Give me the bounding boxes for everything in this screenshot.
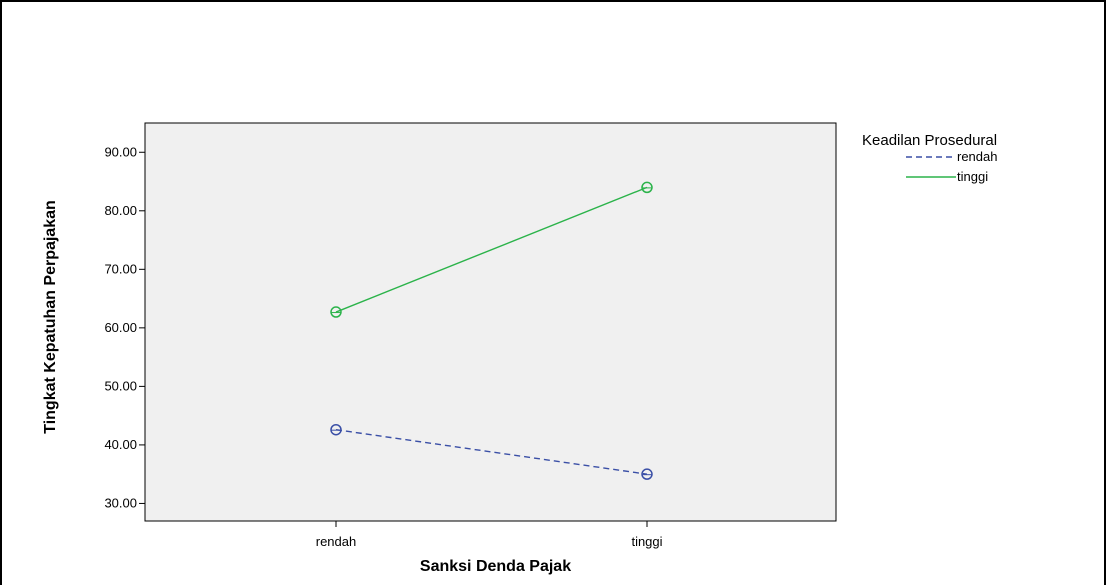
y-tick-label: 60.00 xyxy=(104,320,137,335)
y-tick-label: 40.00 xyxy=(104,437,137,452)
y-axis-ticks: 30.00 40.00 50.00 60.00 70.00 80.00 90.00 xyxy=(104,144,145,510)
x-axis-ticks: rendah tinggi xyxy=(316,521,663,549)
series-lines xyxy=(330,181,653,480)
x-axis-label: Sanksi Denda Pajak xyxy=(420,558,571,575)
y-tick-label: 30.00 xyxy=(104,495,137,510)
legend-label-tinggi: tinggi xyxy=(957,169,988,184)
y-tick-label: 90.00 xyxy=(104,144,137,159)
y-tick-label: 50.00 xyxy=(104,378,137,393)
legend-title: Keadilan Prosedural xyxy=(862,132,997,149)
plot-area xyxy=(144,122,837,522)
x-tick-label: tinggi xyxy=(631,534,662,549)
legend-label-rendah: rendah xyxy=(957,149,997,164)
y-axis-label: Tingkat Kepatuhan Perpajakan xyxy=(42,200,59,434)
legend: rendah tinggi xyxy=(906,149,997,184)
y-tick-label: 70.00 xyxy=(104,261,137,276)
series-line-rendah xyxy=(335,429,648,475)
y-tick-label: 80.00 xyxy=(104,203,137,218)
series-line-tinggi xyxy=(335,186,648,313)
x-tick-label: rendah xyxy=(316,534,356,549)
